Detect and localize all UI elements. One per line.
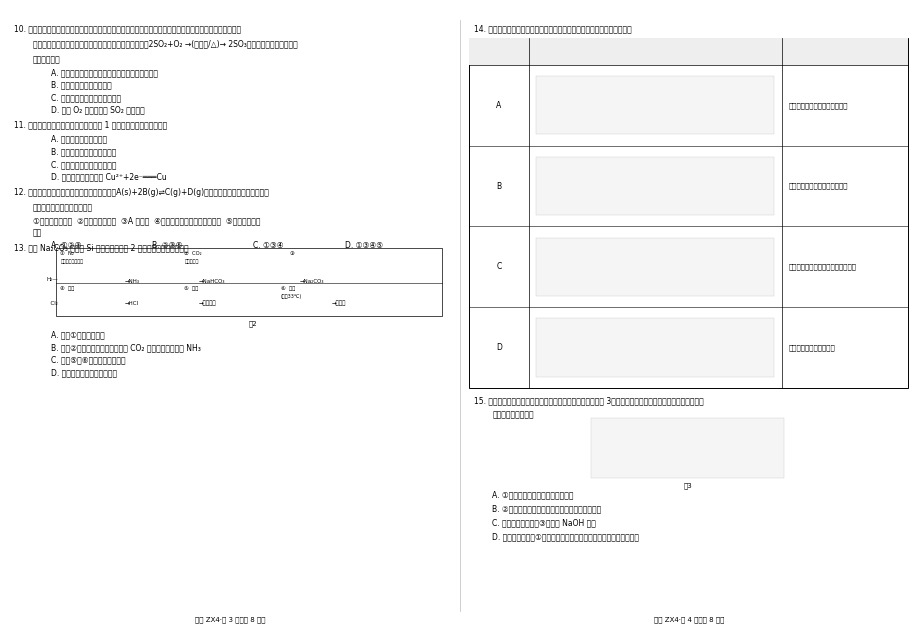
Text: →Na₂CO₃: →Na₂CO₃ bbox=[299, 279, 323, 284]
Text: 图3: 图3 bbox=[683, 482, 691, 489]
Text: 10. 硫酸是当今世界上最重要的化工产品之一，广泛应用于工业各个方面。硫酸的生产工艺几经改进，目前工: 10. 硫酸是当今世界上最重要的化工产品之一，广泛应用于工业各个方面。硫酸的生产… bbox=[15, 24, 242, 33]
Text: →三氯氢硅: →三氯氢硅 bbox=[198, 300, 216, 306]
Text: 化学 ZX4·第 4 页（共 8 页）: 化学 ZX4·第 4 页（共 8 页） bbox=[653, 616, 724, 623]
Bar bbox=[469, 38, 907, 388]
Bar bbox=[536, 319, 773, 377]
Text: →HCl: →HCl bbox=[125, 301, 139, 306]
Text: ③: ③ bbox=[289, 251, 294, 256]
Text: 化学 ZX4·第 3 页（共 8 页）: 化学 ZX4·第 3 页（共 8 页） bbox=[195, 616, 266, 623]
Text: B. 步骤②为先向饱和食盐水中通入 CO₂ 至饱和后，再通入 NH₃: B. 步骤②为先向饱和食盐水中通入 CO₂ 至饱和后，再通入 NH₃ bbox=[51, 343, 201, 352]
Text: ⑤  粗硅: ⑤ 粗硅 bbox=[184, 286, 199, 291]
Text: A. ①中生成的气体可使品红溶液褪色: A. ①中生成的气体可使品红溶液褪色 bbox=[492, 490, 573, 500]
Bar bbox=[536, 76, 773, 134]
Text: ⑥  高温: ⑥ 高温 bbox=[280, 286, 295, 291]
Text: ②  CO₂: ② CO₂ bbox=[184, 251, 202, 256]
Text: 时，表明反应已达到平衡状态: 时，表明反应已达到平衡状态 bbox=[33, 203, 93, 213]
Text: 15. 某化学兴趣小组探究铜丝与足量浓硫酸的反应，装置如图 3（已略去支持装置，其中铜丝可抽动），下列: 15. 某化学兴趣小组探究铜丝与足量浓硫酸的反应，装置如图 3（已略去支持装置，… bbox=[473, 396, 703, 405]
Text: C. ①③④: C. ①③④ bbox=[253, 241, 284, 251]
Text: C. 为进行尾气处理，③中装有 NaOH 溶液: C. 为进行尾气处理，③中装有 NaOH 溶液 bbox=[492, 518, 596, 528]
Text: 催化剂、高温高压: 催化剂、高温高压 bbox=[61, 259, 84, 264]
Text: 13. 制取 Na₂CO₃ 和高纯 Si 的工艺流程如图 2 所示。下列说法错误的是: 13. 制取 Na₂CO₃ 和高纯 Si 的工艺流程如图 2 所示。下列说法错误… bbox=[15, 243, 189, 252]
Text: →NaHCO₃: →NaHCO₃ bbox=[198, 279, 224, 284]
Text: 反应开始后，针筒活塞向右移动: 反应开始后，针筒活塞向右移动 bbox=[788, 102, 847, 109]
Bar bbox=[56, 247, 441, 316]
Text: ①  N₂: ① N₂ bbox=[61, 251, 74, 256]
Text: D. 高纯硅可以制作太阳能电池: D. 高纯硅可以制作太阳能电池 bbox=[51, 369, 118, 377]
Text: H₂—: H₂— bbox=[47, 276, 58, 281]
Text: 有关说法不正确的是: 有关说法不正确的是 bbox=[492, 410, 533, 419]
Text: 图2: 图2 bbox=[249, 320, 257, 326]
Text: 反应开始后，甲处液面低于乙处液面: 反应开始后，甲处液面低于乙处液面 bbox=[788, 264, 856, 270]
Text: →高纯硅: →高纯硅 bbox=[331, 300, 346, 306]
Text: ①混合气体的密度  ②混合气体的压强  ③A 的质量  ④混合气体的平均相对分子质量  ⑤气体的总物质: ①混合气体的密度 ②混合气体的压强 ③A 的质量 ④混合气体的平均相对分子质量 … bbox=[33, 216, 260, 225]
Text: C. 添加催化剂对反应速率无影响: C. 添加催化剂对反应速率无影响 bbox=[51, 93, 121, 102]
Text: B. 升高温度能加快反应速率: B. 升高温度能加快反应速率 bbox=[51, 81, 112, 90]
Text: 反应物总能量大于生成物总能量: 反应物总能量大于生成物总能量 bbox=[788, 183, 847, 189]
Text: C. 反应⑤、⑥均为氧化还原反应: C. 反应⑤、⑥均为氧化还原反应 bbox=[51, 356, 126, 365]
Text: A. 反应①属于固氮反应: A. 反应①属于固氮反应 bbox=[51, 331, 105, 339]
Text: D. 反应后，通过向①中加水，观察溶液颜色可判断反应有硫酸铜生成: D. 反应后，通过向①中加水，观察溶液颜色可判断反应有硫酸铜生成 bbox=[492, 532, 639, 541]
Bar bbox=[536, 157, 773, 215]
Text: B: B bbox=[496, 182, 501, 191]
Text: [ 气体与液面U形管 ]: [ 气体与液面U形管 ] bbox=[641, 265, 668, 269]
Text: 实验现象或图像信息: 实验现象或图像信息 bbox=[825, 49, 863, 55]
Text: Cl₂: Cl₂ bbox=[47, 301, 57, 306]
Text: A. 能将电能转化为化学能: A. 能将电能转化为化学能 bbox=[51, 135, 108, 144]
Text: D. 铜片上发生的反应为 Cu²⁺+2e⁻═══Cu: D. 铜片上发生的反应为 Cu²⁺+2e⁻═══Cu bbox=[51, 172, 166, 182]
Text: 反应装置或图像: 反应装置或图像 bbox=[640, 49, 669, 55]
Text: →NH₃: →NH₃ bbox=[125, 279, 140, 284]
Text: 12. 某温度下的恒容密闭容器中，有下述反应：A(s)+2B(g)⇌C(g)+D(g)。下列哪些物理量不再发生变化: 12. 某温度下的恒容密闭容器中，有下述反应：A(s)+2B(g)⇌C(g)+D… bbox=[15, 187, 269, 197]
Text: 饱和食盐水: 饱和食盐水 bbox=[184, 259, 199, 264]
Text: D. 增大 O₂ 的浓度能使 SO₂ 完全转化: D. 增大 O₂ 的浓度能使 SO₂ 完全转化 bbox=[51, 106, 145, 115]
Text: D. ①③④⑤: D. ①③④⑤ bbox=[345, 241, 383, 251]
Text: B. 电子从锌片经导线流向铜片: B. 电子从锌片经导线流向铜片 bbox=[51, 148, 117, 156]
Text: A. ①②③: A. ①②③ bbox=[51, 241, 82, 251]
Text: A. 增大接触室内炉气的压强对化学反应速率无影响: A. 增大接触室内炉气的压强对化学反应速率无影响 bbox=[51, 68, 158, 77]
Text: [ 铜丝与浓H₂SO₄反应装置图 ]: [ 铜丝与浓H₂SO₄反应装置图 ] bbox=[665, 445, 709, 450]
Text: B. ②③⑤: B. ②③⑤ bbox=[153, 241, 183, 251]
Bar bbox=[536, 238, 773, 296]
Text: 业上主要采用接触法制备硫酸。接触室中发生如下反应：2SO₂+O₂ →(催化剂/△)→ 2SO₃。下列关于该反应的说法: 业上主要采用接触法制备硫酸。接触室中发生如下反应：2SO₂+O₂ →(催化剂/△… bbox=[33, 40, 297, 49]
Text: C. 锌片为正极，发生氧化反应: C. 锌片为正极，发生氧化反应 bbox=[51, 160, 117, 169]
Text: A: A bbox=[496, 101, 501, 110]
Text: 温度计的水银柱不断上升: 温度计的水银柱不断上升 bbox=[788, 345, 834, 351]
Bar bbox=[469, 38, 907, 65]
Text: 的量: 的量 bbox=[33, 228, 42, 238]
Text: 14. 下列实验现象或图像信息不能充分说明相应的化学反应是放热反应的是: 14. 下列实验现象或图像信息不能充分说明相应的化学反应是放热反应的是 bbox=[473, 24, 630, 33]
Text: 中，正确的是: 中，正确的是 bbox=[33, 56, 61, 64]
Text: [ 稀H₂SO₄ + 锌粒装置 ]: [ 稀H₂SO₄ + 锌粒装置 ] bbox=[635, 103, 674, 107]
Bar bbox=[591, 418, 783, 478]
Text: 11. 原电池是化学电源的雏形，关于如图 1 所示原电池的说法正确的是: 11. 原电池是化学电源的雏形，关于如图 1 所示原电池的说法正确的是 bbox=[15, 121, 167, 129]
Text: D: D bbox=[495, 343, 502, 352]
Text: [ 温度计+氢氧化钠溶液 ]: [ 温度计+氢氧化钠溶液 ] bbox=[638, 346, 671, 350]
Text: ④  反应: ④ 反应 bbox=[61, 286, 74, 291]
Text: (沸点33℃): (沸点33℃) bbox=[280, 294, 301, 299]
Text: 选项: 选项 bbox=[494, 49, 503, 55]
Text: [ 反应物/生成物能量示意图 ]: [ 反应物/生成物能量示意图 ] bbox=[636, 184, 673, 188]
Text: C: C bbox=[496, 262, 501, 271]
Text: B. ②中可观察到溶液黄色变浅，且有白色沉淀生成: B. ②中可观察到溶液黄色变浅，且有白色沉淀生成 bbox=[492, 504, 601, 514]
